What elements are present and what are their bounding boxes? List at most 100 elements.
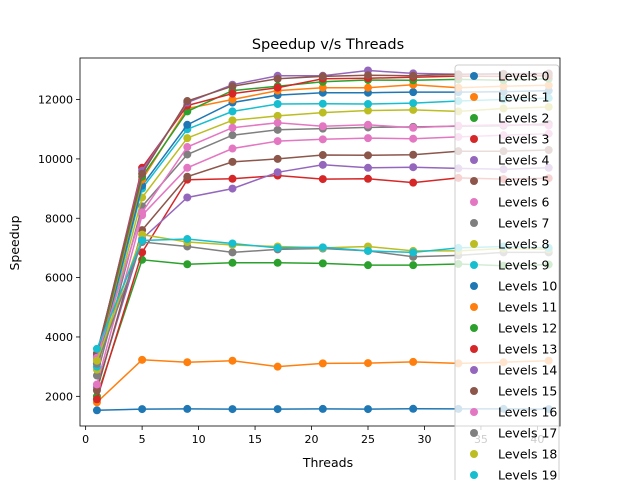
legend-marker <box>470 429 478 437</box>
data-point <box>273 100 282 108</box>
legend-marker <box>470 408 478 416</box>
data-point <box>228 184 237 193</box>
legend-marker <box>470 387 478 395</box>
x-tick-label: 0 <box>82 433 89 446</box>
data-point <box>409 88 418 97</box>
legend-marker <box>470 135 478 143</box>
legend-marker <box>470 219 478 227</box>
legend-marker <box>470 156 478 164</box>
legend-item: Levels 9 <box>470 258 549 273</box>
legend-item: Levels 8 <box>470 237 549 252</box>
legend-item: Levels 17 <box>470 426 557 441</box>
legend-label: Levels 7 <box>498 216 549 231</box>
legend-item: Levels 12 <box>470 321 557 336</box>
legend-label: Levels 10 <box>498 279 557 294</box>
data-point <box>318 108 327 117</box>
legend-item: Levels 3 <box>470 132 549 147</box>
data-point <box>273 83 282 92</box>
data-point <box>318 404 327 413</box>
legend-marker <box>470 366 478 374</box>
y-tick-label: 4000 <box>45 331 73 344</box>
data-point <box>364 261 372 270</box>
data-point <box>409 248 418 257</box>
data-point <box>92 395 101 404</box>
data-point <box>409 163 418 172</box>
legend-item: Levels 14 <box>470 363 557 378</box>
legend-marker <box>470 450 478 458</box>
legend-marker <box>470 93 478 101</box>
data-point <box>228 174 237 183</box>
legend-marker <box>470 282 478 290</box>
data-point <box>228 95 237 104</box>
legend-item: Levels 13 <box>470 342 557 357</box>
legend-item: Levels 19 <box>470 468 557 483</box>
legend-label: Levels 2 <box>498 111 549 126</box>
data-point <box>183 97 192 106</box>
data-point <box>183 172 192 181</box>
data-point <box>273 74 282 83</box>
legend-label: Levels 11 <box>498 300 557 315</box>
data-point <box>364 151 372 160</box>
legend-marker <box>470 261 478 269</box>
legend-marker <box>470 114 478 122</box>
data-point <box>273 243 282 252</box>
y-axis-label: Speedup <box>7 215 22 270</box>
data-point <box>318 72 327 81</box>
legend-item: Levels 0 <box>470 69 549 84</box>
legend-marker <box>470 240 478 248</box>
data-point <box>273 137 282 146</box>
data-point <box>228 356 237 365</box>
legend-item: Levels 1 <box>470 90 549 105</box>
data-point <box>273 111 282 120</box>
data-point <box>409 123 418 132</box>
data-point <box>273 168 282 177</box>
data-point <box>92 344 101 353</box>
data-point <box>364 120 372 129</box>
x-tick-label: 20 <box>305 433 319 446</box>
data-point <box>183 150 192 159</box>
data-point <box>364 71 372 80</box>
x-tick-label: 15 <box>248 433 262 446</box>
legend-item: Levels 7 <box>470 216 549 231</box>
legend-label: Levels 14 <box>498 363 557 378</box>
legend-marker <box>470 345 478 353</box>
legend-item: Levels 2 <box>470 111 549 126</box>
data-point <box>409 357 418 366</box>
data-point <box>318 83 327 92</box>
data-point <box>409 99 418 108</box>
legend-marker <box>470 471 478 479</box>
data-point <box>409 134 418 143</box>
data-point <box>228 405 237 414</box>
chart-title: Speedup v/s Threads <box>252 37 404 53</box>
data-point <box>92 356 101 365</box>
data-point <box>409 178 418 187</box>
data-point <box>138 169 147 178</box>
data-point <box>228 258 237 267</box>
data-point <box>364 246 372 255</box>
data-point <box>364 405 372 414</box>
x-tick-label: 25 <box>361 433 375 446</box>
y-tick-label: 10000 <box>38 153 73 166</box>
data-point <box>273 258 282 267</box>
legend-marker <box>470 177 478 185</box>
data-point <box>228 116 237 125</box>
data-point <box>364 83 372 92</box>
data-point <box>183 404 192 413</box>
data-point <box>183 235 192 244</box>
data-point <box>228 89 237 98</box>
data-point <box>183 358 192 367</box>
legend-item: Levels 11 <box>470 300 557 315</box>
y-tick-label: 12000 <box>38 94 73 107</box>
legend-label: Levels 5 <box>498 174 549 189</box>
data-point <box>318 175 327 184</box>
data-point <box>364 134 372 143</box>
data-point <box>138 230 147 239</box>
legend-label: Levels 3 <box>498 132 549 147</box>
legend-marker <box>470 303 478 311</box>
data-point <box>228 239 237 248</box>
legend-item: Levels 5 <box>470 174 549 189</box>
data-point <box>228 131 237 140</box>
data-point <box>228 107 237 116</box>
